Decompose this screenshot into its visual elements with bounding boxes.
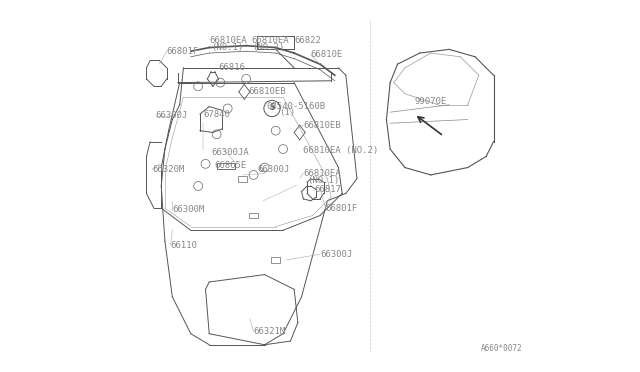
Text: 66801F: 66801F [167, 47, 199, 56]
Text: 66320M: 66320M [152, 165, 184, 174]
Text: 66300J: 66300J [257, 165, 289, 174]
Text: S: S [269, 103, 275, 112]
Text: 66810EB: 66810EB [303, 121, 341, 129]
Text: 99070E: 99070E [414, 97, 447, 106]
Text: (1): (1) [280, 108, 296, 118]
Text: 66110: 66110 [170, 241, 197, 250]
Text: 66865E: 66865E [215, 161, 247, 170]
Text: 66810EA: 66810EA [303, 169, 341, 177]
Text: 66810EB: 66810EB [248, 87, 285, 96]
Text: 66300M: 66300M [172, 205, 205, 215]
Text: (NO.1): (NO.1) [211, 43, 243, 52]
Bar [238, 176, 247, 182]
Bar [271, 257, 280, 263]
Text: 66822: 66822 [294, 36, 321, 45]
Text: 66810EA (NO.2): 66810EA (NO.2) [303, 147, 379, 155]
Bar [216, 163, 235, 169]
Text: A660*0072: A660*0072 [481, 344, 522, 353]
Text: 66810E: 66810E [311, 51, 343, 60]
Text: 66817: 66817 [314, 185, 341, 194]
Text: 66816: 66816 [218, 63, 245, 72]
Text: 66300J: 66300J [320, 250, 352, 259]
Text: 66810EA: 66810EA [209, 36, 247, 45]
Text: 66810EA: 66810EA [252, 36, 289, 45]
Text: 66321M: 66321M [253, 327, 286, 336]
Text: 66801F: 66801F [326, 203, 358, 213]
Text: 66300JA: 66300JA [211, 148, 249, 157]
Text: 67840: 67840 [204, 109, 230, 119]
Text: (NO.1): (NO.1) [307, 176, 339, 185]
Text: 66300J: 66300J [156, 111, 188, 121]
Bar [249, 212, 258, 218]
Text: 08540-5160B: 08540-5160B [266, 102, 326, 111]
Text: (NO.2): (NO.2) [252, 43, 284, 52]
